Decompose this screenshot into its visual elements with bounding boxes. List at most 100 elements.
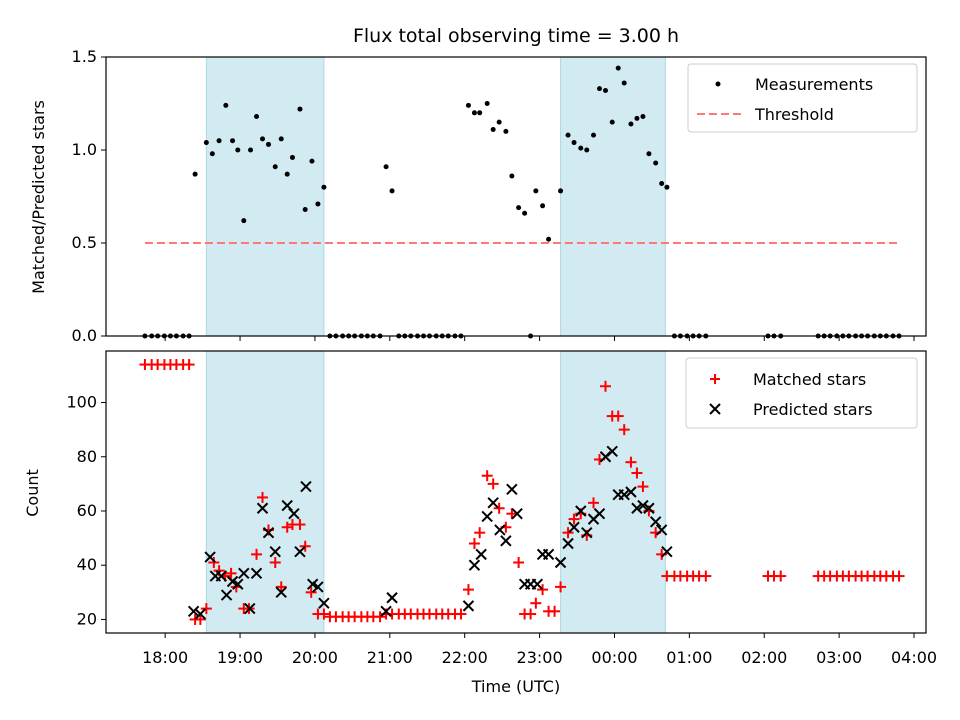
measurement-point: [540, 203, 546, 209]
matched-star-point: [374, 611, 386, 623]
predicted-star-point: [386, 592, 398, 604]
matched-star-point: [612, 410, 624, 422]
legend-predicted-label: Predicted stars: [753, 400, 873, 419]
bottom-y-axis-label: Count: [23, 469, 42, 517]
measurement-point: [591, 132, 597, 138]
matched-star-point: [618, 424, 630, 436]
predicted-star-point: [655, 524, 668, 536]
matched-star-point: [625, 456, 637, 468]
measurement-point: [546, 236, 552, 242]
top-y-tick-label: 1.0: [72, 140, 97, 159]
matched-star-point: [487, 478, 499, 490]
predicted-star-point: [275, 586, 287, 599]
measurement-point: [584, 147, 590, 153]
measurement-point: [477, 110, 483, 116]
bottom-shaded-interval: [205, 350, 325, 634]
measurement-point: [230, 138, 236, 144]
predicted-star-point: [462, 600, 475, 612]
measurement-point: [278, 136, 284, 142]
predicted-star-point: [531, 578, 544, 590]
predicted-star-point: [661, 545, 673, 558]
predicted-star-point: [542, 548, 555, 561]
measurement-point: [321, 184, 327, 190]
measurement-point: [659, 180, 665, 186]
predicted-star-point: [562, 537, 574, 550]
bottom-x-tick-label: 00:00: [591, 648, 637, 667]
measurement-point: [209, 151, 215, 157]
measurement-point: [383, 164, 389, 170]
predicted-star-point: [618, 489, 630, 501]
matched-star-point: [588, 497, 600, 509]
measurement-point: [297, 106, 303, 112]
bottom-y-tick-label: 100: [66, 393, 97, 412]
measurement-point: [260, 136, 266, 142]
measurement-point: [235, 147, 241, 153]
matched-star-point: [183, 359, 195, 371]
chart-title: Flux total observing time = 3.00 h: [353, 25, 679, 47]
matched-star-point: [200, 603, 212, 615]
matched-star-point: [537, 584, 549, 596]
predicted-star-point: [288, 507, 300, 520]
predicted-star-point: [468, 559, 481, 571]
bottom-x-tick-label: 02:00: [741, 648, 787, 667]
bottom-y-tick-label: 60: [77, 501, 97, 520]
matched-star-point: [700, 570, 712, 582]
predicted-star-point: [511, 507, 523, 520]
measurement-point: [471, 110, 477, 116]
predicted-star-point: [625, 486, 637, 498]
predicted-star-point: [318, 597, 330, 609]
matched-star-point: [299, 540, 311, 552]
measurement-point: [284, 171, 290, 177]
predicted-star-point: [631, 502, 643, 514]
predicted-star-point: [593, 507, 606, 520]
matched-star-point: [468, 538, 480, 550]
matched-star-point: [562, 527, 574, 539]
predicted-star-point: [294, 545, 306, 558]
matched-star-point: [775, 570, 787, 582]
predicted-star-point: [554, 556, 567, 569]
measurement-point: [621, 80, 627, 86]
predicted-star-point: [204, 551, 216, 563]
bottom-x-tick-label: 03:00: [816, 648, 862, 667]
top-legend-box: [687, 63, 918, 133]
predicted-star-point: [481, 510, 493, 523]
matched-star-point: [631, 467, 643, 479]
bottom-plot-frame: [105, 350, 927, 634]
predicted-star-point: [238, 567, 250, 580]
predicted-star-point: [262, 526, 275, 539]
matched-star-point: [481, 470, 493, 482]
matched-star-point: [493, 502, 505, 514]
measurement-point: [609, 119, 615, 125]
top-shaded-interval: [205, 56, 325, 337]
matched-star-point: [455, 608, 467, 620]
predicted-star-point: [500, 535, 512, 547]
matched-star-point: [225, 567, 237, 579]
measurement-point: [653, 160, 659, 166]
matched-star-point: [208, 557, 220, 568]
matched-star-point: [506, 508, 518, 520]
measurement-point: [615, 65, 621, 71]
measurement-point: [628, 121, 634, 127]
predicted-star-point: [220, 589, 233, 601]
measurement-point: [578, 145, 584, 151]
bottom-x-tick-label: 20:00: [292, 648, 338, 667]
measurement-point: [516, 205, 522, 211]
measurement-point: [223, 102, 229, 108]
measurement-point: [272, 164, 278, 170]
measurement-point: [571, 140, 577, 146]
matched-star-point: [305, 586, 317, 598]
legend-predicted-marker: [709, 403, 721, 415]
predicted-star-point: [487, 497, 499, 509]
matched-star-point: [555, 581, 567, 593]
bottom-y-tick-label: 20: [77, 609, 97, 628]
top-plot-frame: [105, 56, 927, 337]
top-legend: Measurements Threshold: [687, 63, 918, 133]
matched-star-point: [637, 481, 649, 493]
bottom-x-tick-label: 04:00: [891, 648, 937, 667]
measurement-point: [266, 141, 272, 147]
measurement-point: [509, 173, 515, 179]
predicted-star-point: [194, 608, 207, 620]
measurement-point: [241, 218, 247, 224]
top-shaded-interval: [560, 56, 666, 337]
